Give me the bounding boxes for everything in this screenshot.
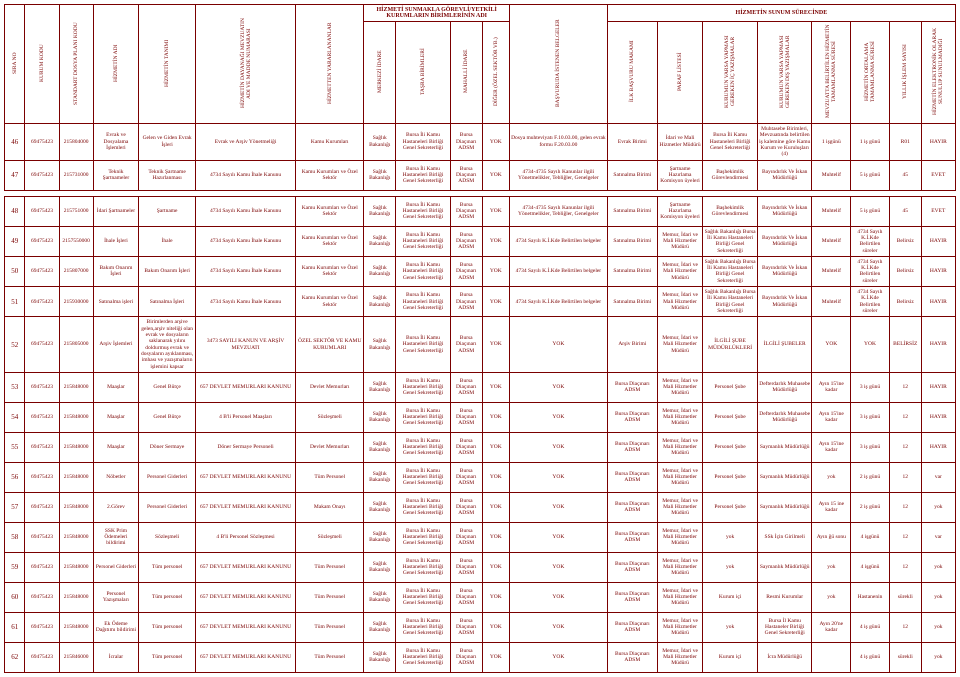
table-row: 6269475423215846000İcralarTüm personel65… [5,642,956,672]
header-2: STANDART DOSYA PLANI KODU [73,16,79,111]
header-0: SIRA NO [12,16,18,111]
table-row: 5169475423215930000Satınalma işleriSatın… [5,287,956,317]
table-row: 4869475423215751000İdari ŞartnamelerŞart… [5,196,956,226]
header-5: HİZMETİN DAYANAĞI MEVZUATIN ADI VE MADDE… [240,16,252,111]
table-row: 6069475423215848000Personel YazışmalarıT… [5,582,956,612]
table-row: 57694754232158480002.GörevPersonel Gider… [5,492,956,522]
table-row: 5069475423215807000Bakım Onarım İşleriBa… [5,256,956,286]
services-table: SIRA NO KURUM KODU STANDART DOSYA PLANI KO… [4,4,956,673]
table-row: 5469475423215848000MaaşlarGenel Bütçe4 B… [5,402,956,432]
header-group-surec: HİZMETİN SUNUM SÜRECİNDE [607,5,955,22]
header-6: HİZMETTEN YARARLANANLAR [327,16,333,111]
table-row: 6169475423215848000Ek Ödeme Dağıtımı bil… [5,612,956,642]
table-row: 5269475423215805000Arşiv İşlemleriBiriml… [5,317,956,373]
header-4: HİZMETİN TANIMI [164,16,170,111]
header-1: KURUM KODU [39,16,45,111]
header-3: HİZMETİN ADI [113,16,119,111]
table-row: 49694754232157550000İhale İşleriİhale473… [5,226,956,256]
table-header: SIRA NO KURUM KODU STANDART DOSYA PLANI KO… [5,5,956,124]
table-row: 5669475423215848000NöbetlerPersonel Gide… [5,462,956,492]
table-row: 5569475423215848000MaaşlarDöner SermayeD… [5,432,956,462]
table-row: 5369475423215848000MaaşlarGenel Bütçe657… [5,372,956,402]
table-row: 4669475423215804000Evrak ve Dosyalama İş… [5,124,956,161]
table-body: 4669475423215804000Evrak ve Dosyalama İş… [5,124,956,673]
table-row: 4769475423215731000Teknik ŞartnamelerTek… [5,160,956,190]
table-row: 5869475423215848000SSK Prim Ödemeleri bi… [5,522,956,552]
header-group-birim: HİZMETİ SUNMAKLA GÖREVLİ/YETKİLİ KURUMLA… [364,5,510,22]
table-row: 5969475423215848000Personel GiderleriTüm… [5,552,956,582]
